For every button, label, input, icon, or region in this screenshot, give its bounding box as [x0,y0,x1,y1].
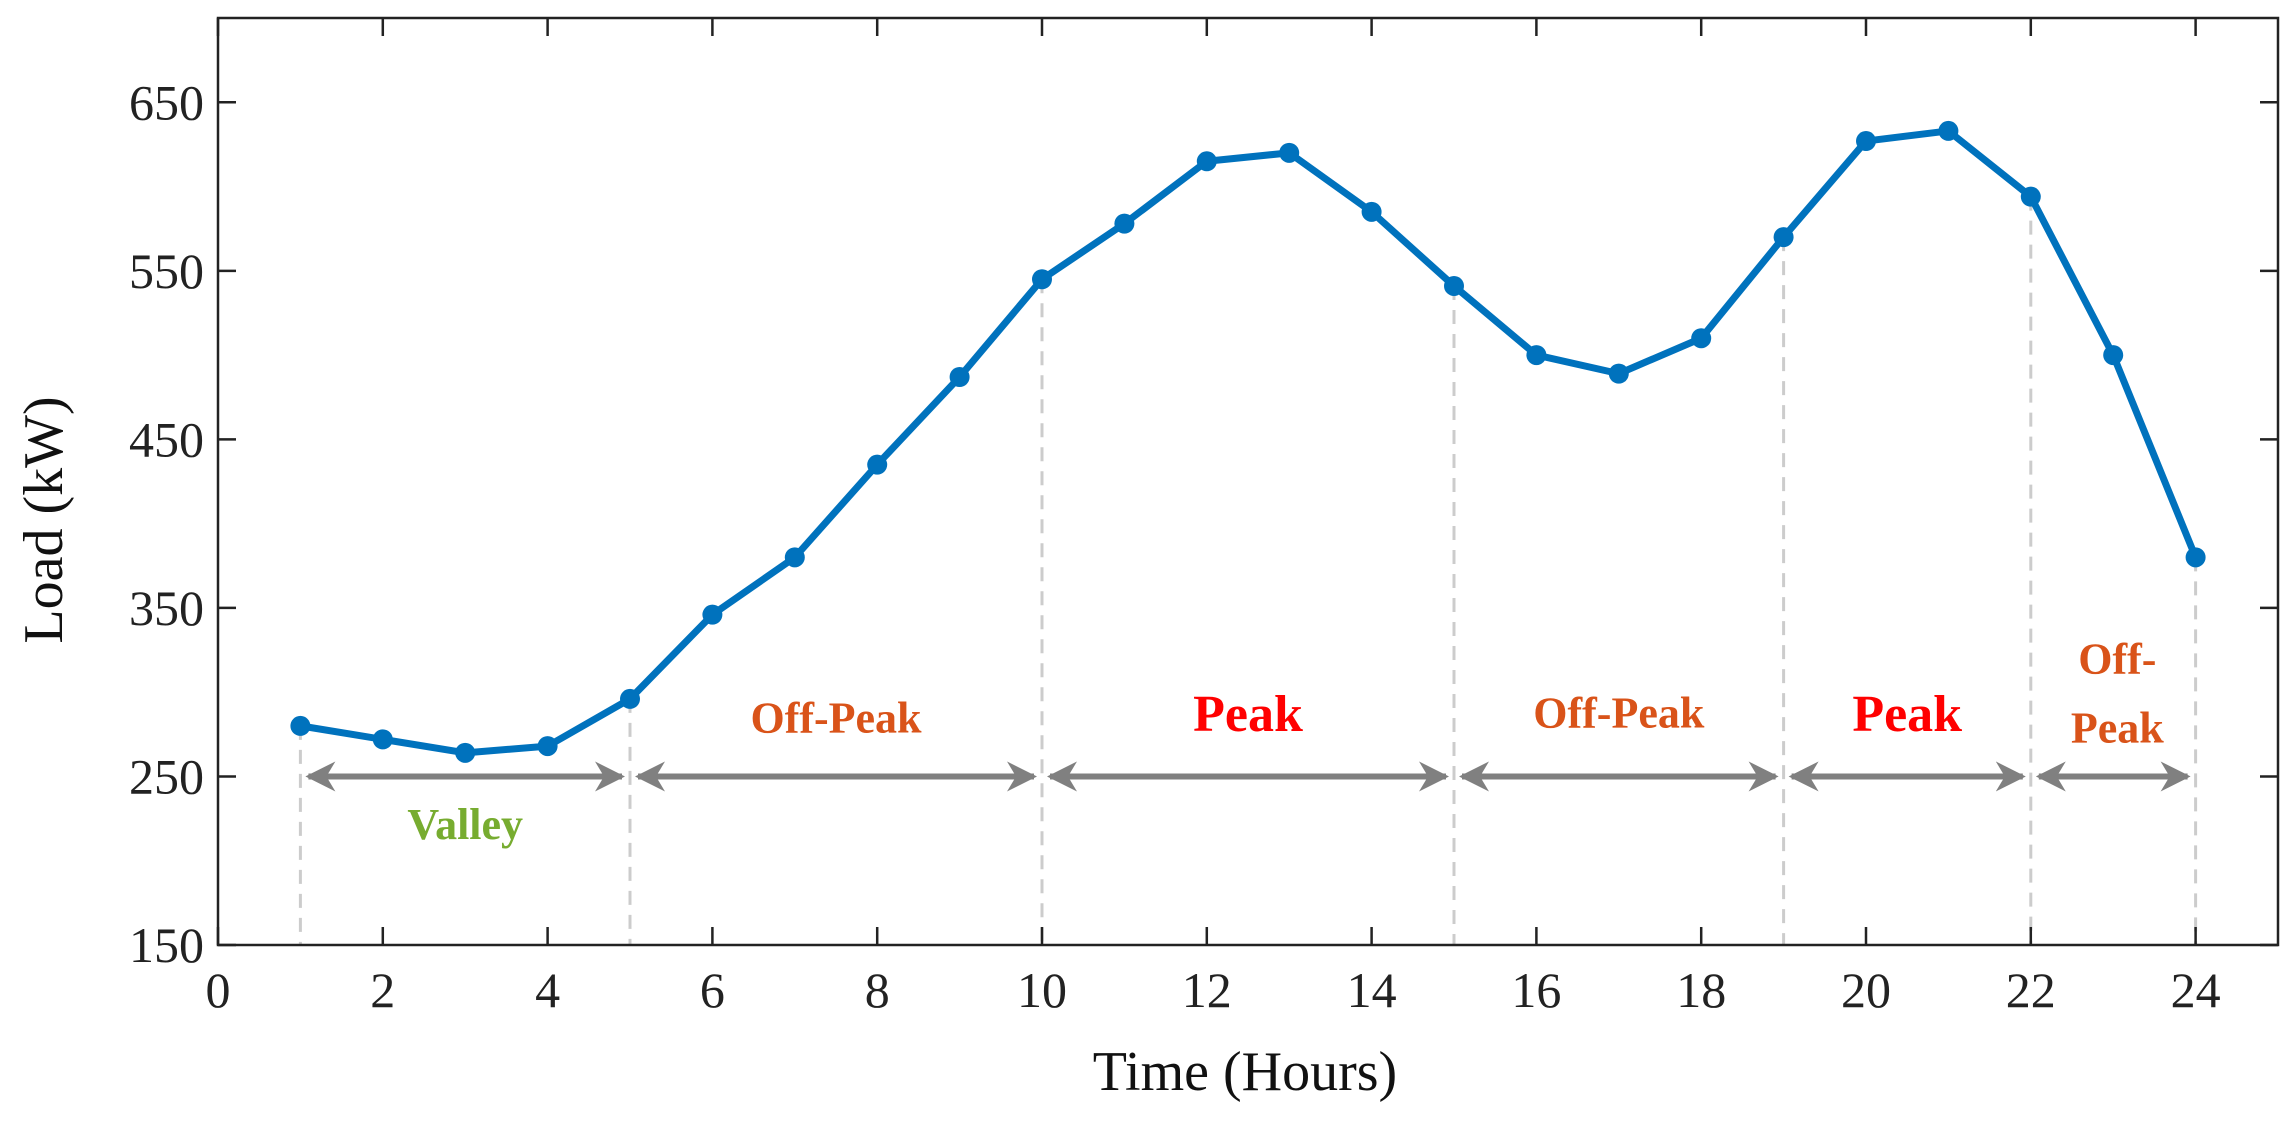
data-point [702,604,723,625]
x-axis-title: Time (Hours) [1093,1041,1397,1103]
data-point [1279,142,1300,163]
period-label-3: Off-Peak [1533,689,1705,738]
x-tick-label: 12 [1182,962,1232,1018]
data-point [1856,131,1876,152]
data-point [455,742,476,763]
y-tick-label: 150 [129,917,204,973]
data-point [867,454,888,475]
y-tick-label: 250 [129,748,204,804]
x-tick-label: 22 [2006,962,2056,1018]
data-point [1608,363,1629,384]
x-tick-label: 14 [1347,962,1397,1018]
data-point [620,688,640,709]
period-label-5: Off- [2078,635,2156,684]
data-point [1444,275,1464,296]
data-point [1773,227,1794,248]
data-point [1691,328,1712,349]
data-point [949,367,970,388]
y-tick-label: 650 [129,74,204,130]
period-label-4: Peak [1852,686,1962,743]
period-label-0: Valley [407,800,523,849]
data-point [784,547,805,568]
data-point [1526,345,1547,366]
y-axis-title: Load (kW) [13,396,75,643]
data-point [1196,151,1217,172]
x-tick-label: 24 [2171,962,2221,1018]
y-tick-label: 550 [129,243,204,299]
x-tick-label: 4 [535,962,560,1018]
x-tick-label: 8 [865,962,890,1018]
data-point [372,729,393,750]
x-tick-label: 16 [1511,962,1561,1018]
x-tick-label: 10 [1017,962,1067,1018]
plot-area-frame [216,16,2280,947]
data-point [1114,213,1135,234]
period-label-6: Peak [2071,704,2164,753]
data-point [537,736,558,757]
load-series-line [296,127,2200,757]
x-tick-label: 20 [1841,962,1891,1018]
data-point [1938,120,1959,141]
y-tick-label: 350 [129,580,204,636]
data-point [290,715,311,736]
y-tick-label: 450 [129,411,204,467]
data-point [2020,186,2041,207]
x-tick-label: 0 [206,962,231,1018]
period-label-1: Off-Peak [750,694,922,743]
period-label-2: Peak [1193,686,1303,743]
x-tick-label: 2 [370,962,395,1018]
x-tick-label: 18 [1676,962,1726,1018]
data-point [2185,547,2206,568]
data-point [2103,345,2124,366]
data-point [1032,269,1052,290]
data-point [1361,201,1382,222]
x-tick-label: 6 [700,962,725,1018]
